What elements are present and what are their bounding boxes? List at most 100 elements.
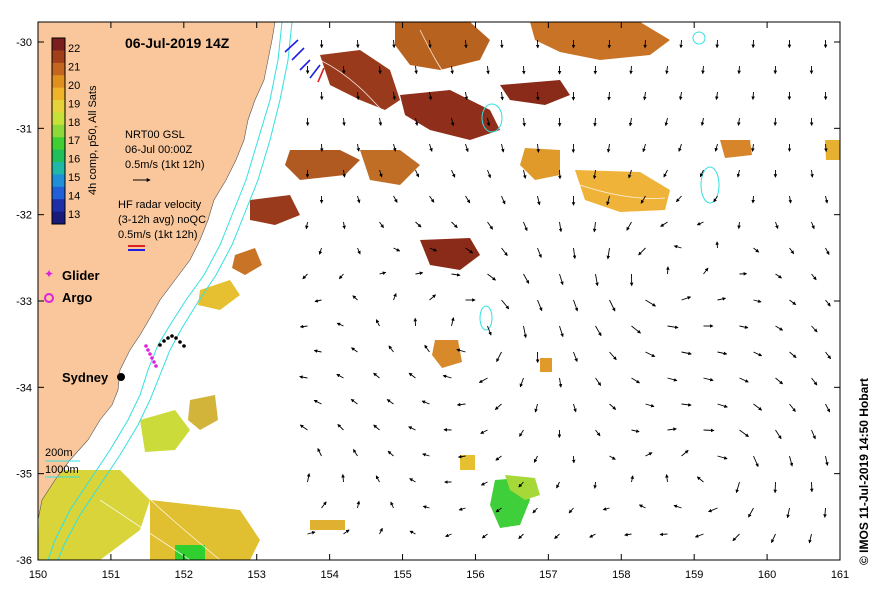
velocity-arrow xyxy=(306,473,311,483)
velocity-arrow xyxy=(713,195,718,203)
velocity-arrow xyxy=(825,299,831,307)
y-tick-label: -30 xyxy=(16,37,32,49)
velocity-arrow xyxy=(753,403,763,411)
velocity-arrows xyxy=(299,39,831,544)
velocity-arrow xyxy=(811,221,815,230)
velocity-arrow xyxy=(717,455,728,460)
velocity-arrow xyxy=(390,501,394,509)
velocity-arrow xyxy=(451,221,458,229)
velocity-arrow xyxy=(775,273,782,279)
velocity-arrow xyxy=(751,143,755,152)
colorbar-swatch xyxy=(52,50,65,64)
velocity-arrow xyxy=(735,481,740,494)
velocity-arrow xyxy=(422,453,430,457)
nrt-legend-line1: NRT00 GSL xyxy=(125,129,185,141)
velocity-arrow xyxy=(373,424,380,431)
velocity-arrow xyxy=(415,271,424,276)
velocity-arrow xyxy=(537,247,542,259)
velocity-arrow xyxy=(558,377,563,388)
colorbar-tick-label: 20 xyxy=(68,80,80,92)
velocity-arrow xyxy=(532,507,538,514)
x-tick-label: 151 xyxy=(102,569,120,581)
velocity-arrow xyxy=(305,221,309,230)
velocity-arrow xyxy=(554,533,560,540)
velocity-arrow xyxy=(659,532,668,537)
velocity-arrow xyxy=(607,91,611,101)
land-mass xyxy=(38,22,276,521)
velocity-arrow xyxy=(751,195,755,204)
sst-patches xyxy=(38,22,840,560)
velocity-arrow xyxy=(342,65,346,75)
velocity-arrow xyxy=(696,476,704,483)
velocity-arrow xyxy=(786,507,790,519)
velocity-arrow xyxy=(465,247,474,254)
velocity-arrow xyxy=(428,91,433,101)
velocity-arrow xyxy=(696,221,704,226)
velocity-arrow xyxy=(336,373,344,379)
velocity-arrow xyxy=(393,247,401,252)
velocity-arrow xyxy=(609,351,617,361)
velocity-arrow xyxy=(789,403,796,412)
velocity-arrow xyxy=(708,507,718,513)
velocity-arrow xyxy=(408,426,416,431)
velocity-arrow xyxy=(825,403,831,413)
velocity-arrow xyxy=(595,429,601,437)
velocity-arrow xyxy=(429,294,436,301)
x-tick-label: 161 xyxy=(831,569,849,581)
velocity-arrow xyxy=(357,247,361,255)
velocity-arrow xyxy=(429,143,433,152)
velocity-arrow xyxy=(753,247,760,253)
x-tick-label: 153 xyxy=(248,569,266,581)
x-axis: 150 151 152 153 154 155 156 157 158 159 160 161 xyxy=(29,22,849,581)
velocity-arrow xyxy=(595,377,602,386)
velocity-arrow xyxy=(701,65,705,75)
velocity-arrow xyxy=(595,273,599,287)
velocity-arrow xyxy=(480,429,488,434)
velocity-arrow xyxy=(519,429,524,437)
velocity-arrow xyxy=(501,247,508,257)
velocity-arrow xyxy=(387,450,394,457)
colorbar-swatch xyxy=(52,38,65,51)
velocity-arrow xyxy=(606,247,611,260)
sydney-marker: Sydney xyxy=(62,370,125,385)
velocity-arrow xyxy=(501,195,506,205)
velocity-arrow xyxy=(342,117,346,126)
platform-legend: ✦ Glider Argo xyxy=(44,267,100,305)
velocity-arrow xyxy=(593,117,597,127)
velocity-arrow xyxy=(717,351,728,356)
velocity-arrow xyxy=(501,299,510,310)
velocity-arrow xyxy=(313,399,322,405)
velocity-arrow xyxy=(356,500,361,509)
velocity-arrow xyxy=(643,39,647,49)
credit-text: © IMOS 11-Jul-2019 14:50 Hobart xyxy=(857,378,871,565)
velocity-arrow xyxy=(495,507,502,513)
nrt-legend: NRT00 GSL 06-Jul 00:00Z 0.5m/s (1kt 12h) xyxy=(125,129,204,182)
velocity-arrow xyxy=(592,221,597,233)
velocity-arrow xyxy=(429,247,438,252)
colorbar-swatch xyxy=(52,199,65,213)
velocity-arrow xyxy=(522,117,526,127)
velocity-arrow xyxy=(592,169,597,180)
depth-contours xyxy=(47,22,720,560)
velocity-arrow xyxy=(739,429,749,437)
velocity-arrow xyxy=(480,481,488,486)
velocity-arrow xyxy=(465,195,471,204)
velocity-arrow xyxy=(464,91,469,101)
velocity-arrow xyxy=(518,481,524,488)
velocity-arrow xyxy=(313,349,322,353)
velocity-arrow xyxy=(640,195,646,204)
velocity-arrow xyxy=(715,91,719,101)
velocity-arrow xyxy=(314,299,322,303)
hf-legend-line2: (3-12h avg) noQC xyxy=(118,214,206,226)
argo-icon xyxy=(44,293,54,303)
velocity-arrow xyxy=(643,91,647,101)
colorbar-swatch xyxy=(52,186,65,200)
velocity-arrow xyxy=(703,428,715,433)
argo-legend-label: Argo xyxy=(62,290,92,305)
colorbar-swatch xyxy=(52,124,65,138)
velocity-arrow xyxy=(299,324,308,329)
velocity-arrow xyxy=(302,273,308,280)
velocity-arrow xyxy=(753,351,763,357)
velocity-arrow xyxy=(811,325,818,333)
velocity-arrow xyxy=(356,195,361,204)
